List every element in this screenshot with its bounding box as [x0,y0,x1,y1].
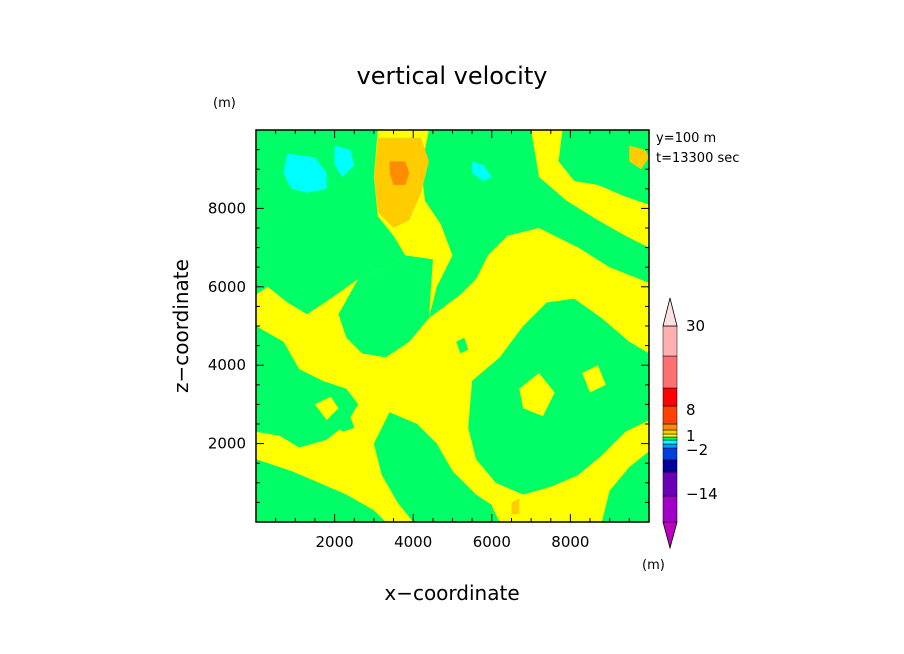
contour-region-8 [601,451,649,522]
contour-region-2 [558,130,649,205]
y-tick-label: 4000 [208,356,246,374]
colorbar-band [662,387,678,407]
x-axis-title: x−coordinate [384,581,519,605]
contour-region-3 [338,255,433,358]
colorbar-band [662,423,678,431]
colorbar-tick-label: −14 [686,485,718,503]
chart-title: vertical velocity [357,62,548,90]
x-tick-label: 8000 [551,533,589,551]
colorbar-band [662,429,678,435]
y-unit-label: (m) [213,96,236,111]
colorbar-lower-extension [662,521,678,550]
x-tick-label: 4000 [394,533,432,551]
contour-region-5 [256,459,386,522]
contour-region-12 [531,337,555,362]
y-axis-title: z−coordinate [169,259,193,393]
contour-region-11 [295,267,311,283]
colorbar-unit-label: (m) [642,558,665,573]
contour-region-20 [511,498,520,515]
y-tick-label: 8000 [208,199,246,217]
colorbar-band [662,471,678,497]
colorbar-band [662,405,678,425]
contour-region-14 [519,373,555,417]
contour-region-4 [256,326,359,448]
colorbar-band [662,459,678,473]
colorbar-tick-label: 8 [686,401,696,419]
x-axis: 2000 4000 6000 8000 [275,130,630,551]
contour-region-22 [334,145,355,177]
plot-area [256,130,649,522]
colorbar-band [662,439,678,445]
annotation-time: t=13300 sec [656,151,739,166]
annotation-y-position: y=100 m [656,131,716,146]
x-tick-label: 6000 [473,533,511,551]
colorbar-upper-extension [662,297,678,327]
contour-region-18 [389,161,410,185]
colorbar-tick-label: −2 [686,441,708,459]
colorbar-band [662,355,678,389]
colorbar-band [662,495,678,523]
colorbar-tick-label: 1 [686,427,696,445]
contour-region-7 [373,412,504,522]
contour-region-13 [314,396,339,421]
colorbar-band [662,436,678,441]
colorbar-band [662,325,678,357]
colorbar-band [662,433,678,438]
contour-regions [256,130,649,522]
y-tick-label: 6000 [208,278,246,296]
contour-region-19 [629,145,649,170]
contour-region-21 [283,153,327,193]
contour-region-15 [582,365,606,393]
colorbar-band [662,443,678,449]
x-tick-label: 2000 [316,533,354,551]
contour-region-10 [456,337,469,354]
contour-region-9 [334,412,355,432]
contour-region-23 [472,161,492,181]
colorbar-band [662,447,678,461]
y-tick-label: 2000 [208,435,246,453]
y-axis: 2000 4000 6000 8000 [208,149,649,503]
colorbar: 30 8 1−2 −14 [662,297,718,550]
colorbar-tick-label: 30 [686,317,705,335]
contour-region-6 [468,298,649,495]
